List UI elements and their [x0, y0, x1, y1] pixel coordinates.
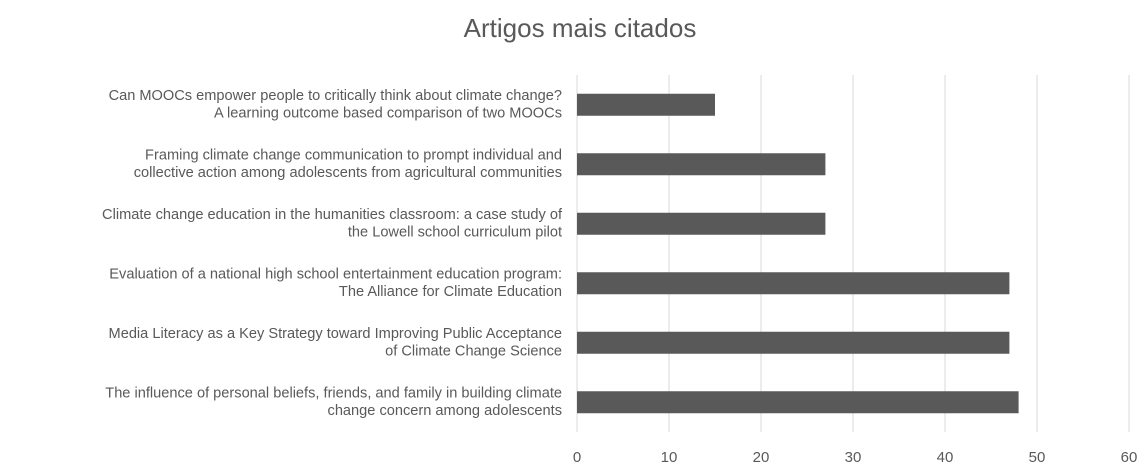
bar [577, 153, 826, 176]
y-tick-label: Media Literacy as a Key Strategy toward … [109, 326, 562, 360]
y-tick-label: Evaluation of a national high school ent… [109, 266, 562, 300]
x-tick-label: 40 [937, 449, 954, 466]
y-tick-label: The influence of personal beliefs, frien… [105, 385, 562, 419]
bar [577, 331, 1010, 354]
x-tick-label: 30 [845, 449, 862, 466]
bar [577, 272, 1010, 295]
x-tick-label: 0 [573, 449, 581, 466]
x-tick-label: 60 [1121, 449, 1138, 466]
bar [577, 391, 1019, 414]
bar [577, 212, 826, 235]
bar [577, 93, 715, 116]
chart-title: Artigos mais citados [464, 13, 697, 43]
x-tick-label: 50 [1029, 449, 1046, 466]
y-tick-label: Climate change education in the humaniti… [102, 207, 563, 241]
y-tick-label: Can MOOCs empower people to critically t… [109, 88, 562, 122]
x-tick-label: 20 [753, 449, 770, 466]
y-tick-label: Framing climate change communication to … [134, 147, 562, 181]
x-tick-label: 10 [661, 449, 678, 466]
